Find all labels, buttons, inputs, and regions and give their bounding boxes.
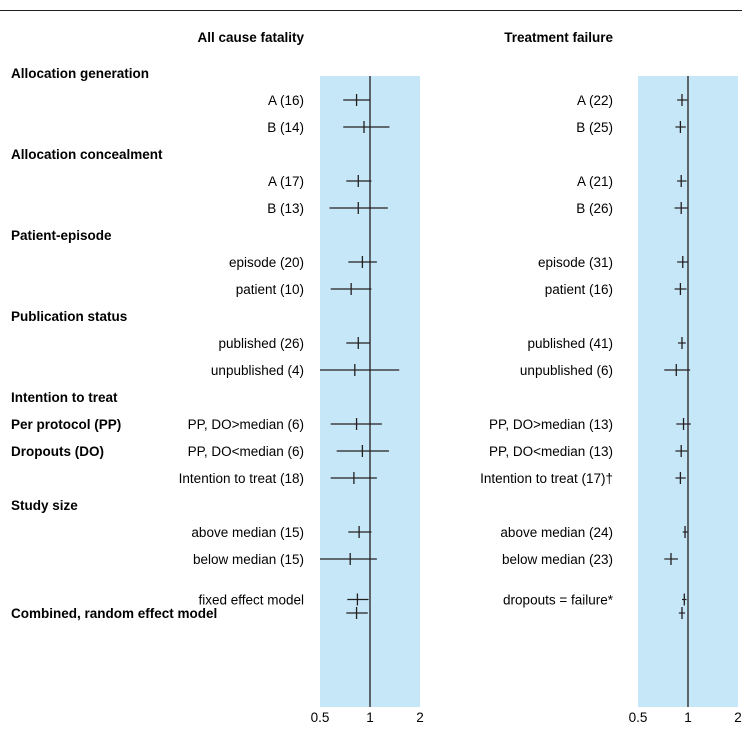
row-label: A (21): [577, 174, 613, 189]
group-labels: Allocation generation Allocation concealm…: [11, 66, 217, 621]
group-label: Allocation concealment: [11, 147, 163, 162]
row-label: published (26): [218, 336, 304, 351]
row-label: unpublished (6): [520, 363, 613, 378]
row-label: B (26): [576, 201, 613, 216]
x-tick-label: 0.5: [629, 710, 648, 725]
row-label: PP, DO<median (13): [489, 444, 613, 459]
row-label: A (16): [268, 93, 304, 108]
group-label: Patient-episode: [11, 228, 112, 243]
row-label: patient (10): [236, 282, 304, 297]
x-tick-label: 2: [734, 710, 742, 725]
row-label: PP, DO<median (6): [188, 444, 304, 459]
panel-all-cause-fatality: 0.5 1 2 A (16) B (14) A (17) B (13) episode (20…: [179, 76, 424, 725]
panel-treatment-failure: 0.5 1 2 A (22) B (25) A (21) B (26) episode (31…: [480, 76, 742, 725]
group-label: Publication status: [11, 309, 127, 324]
row-label: PP, DO>median (6): [188, 417, 304, 432]
group-label: Dropouts (DO): [11, 444, 104, 459]
row-label: A (22): [577, 93, 613, 108]
row-label: patient (16): [545, 282, 613, 297]
group-label: Intention to treat: [11, 390, 118, 405]
row-label: fixed effect model: [198, 593, 304, 608]
left-panel-title: All cause fatality: [197, 30, 304, 45]
group-label: Combined, random effect model: [11, 606, 217, 621]
group-label: Allocation generation: [11, 66, 149, 81]
row-label: below median (15): [193, 552, 304, 567]
row-label: below median (23): [502, 552, 613, 567]
row-label: B (25): [576, 120, 613, 135]
row-label: Intention to treat (17)†: [480, 471, 613, 486]
group-label: Per protocol (PP): [11, 417, 121, 432]
x-tick-label: 1: [366, 710, 374, 725]
row-label: dropouts = failure*: [503, 593, 614, 608]
row-label: PP, DO>median (13): [489, 417, 613, 432]
row-label: unpublished (4): [211, 363, 304, 378]
row-label: A (17): [268, 174, 304, 189]
row-label: B (13): [267, 201, 304, 216]
row-label: B (14): [267, 120, 304, 135]
row-label: above median (15): [191, 525, 304, 540]
row-label: above median (24): [500, 525, 613, 540]
row-label: episode (20): [229, 255, 304, 270]
group-label: Study size: [11, 498, 78, 513]
row-label: Intention to treat (18): [179, 471, 304, 486]
x-tick-label: 0.5: [311, 710, 330, 725]
right-panel-title: Treatment failure: [504, 30, 613, 45]
row-label: published (41): [527, 336, 613, 351]
x-tick-label: 2: [416, 710, 424, 725]
row-label: episode (31): [538, 255, 613, 270]
x-tick-label: 1: [684, 710, 692, 725]
